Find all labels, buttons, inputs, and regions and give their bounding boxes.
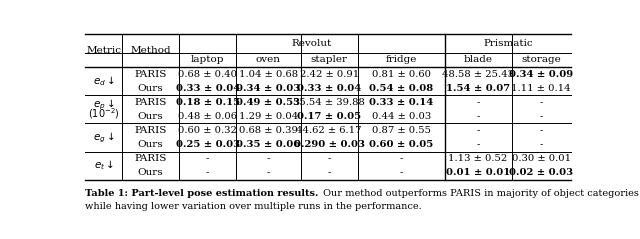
- Text: PARIS: PARIS: [134, 98, 167, 107]
- Text: 0.81 ± 0.60: 0.81 ± 0.60: [372, 70, 431, 79]
- Text: PARIS: PARIS: [134, 126, 167, 135]
- Text: 48.58 ± 25.43: 48.58 ± 25.43: [442, 70, 514, 79]
- Text: 1.13 ± 0.52: 1.13 ± 0.52: [449, 154, 508, 163]
- Text: $e_d\downarrow$: $e_d\downarrow$: [93, 75, 115, 88]
- Text: 0.33 ± 0.14: 0.33 ± 0.14: [369, 98, 433, 107]
- Text: -: -: [206, 168, 209, 177]
- Text: Ours: Ours: [138, 140, 163, 149]
- Text: 0.44 ± 0.03: 0.44 ± 0.03: [372, 112, 431, 121]
- Text: -: -: [399, 154, 403, 163]
- Text: 0.54 ± 0.08: 0.54 ± 0.08: [369, 84, 433, 93]
- Text: 0.68 ± 0.39: 0.68 ± 0.39: [239, 126, 298, 135]
- Text: -: -: [540, 98, 543, 107]
- Text: -: -: [206, 154, 209, 163]
- Text: PARIS: PARIS: [134, 154, 167, 163]
- Text: 0.01 ± 0.01: 0.01 ± 0.01: [446, 168, 510, 177]
- Text: -: -: [540, 126, 543, 135]
- Text: -: -: [267, 154, 270, 163]
- Text: $e_p\downarrow$: $e_p\downarrow$: [93, 98, 115, 112]
- Text: PARIS: PARIS: [134, 70, 167, 79]
- Text: 0.35 ± 0.06: 0.35 ± 0.06: [236, 140, 301, 149]
- Text: Table 1: Part-level pose estimation results.: Table 1: Part-level pose estimation resu…: [85, 189, 318, 198]
- Text: 0.02 ± 0.03: 0.02 ± 0.03: [509, 168, 573, 177]
- Text: while having lower variation over multiple runs in the performance.: while having lower variation over multip…: [85, 202, 422, 211]
- Text: 0.68 ± 0.40: 0.68 ± 0.40: [178, 70, 237, 79]
- Text: Our method outperforms PARIS in majority of object categories: Our method outperforms PARIS in majority…: [320, 189, 639, 198]
- Text: $e_g\downarrow$: $e_g\downarrow$: [93, 130, 115, 145]
- Text: -: -: [540, 112, 543, 121]
- Text: 1.04 ± 0.68: 1.04 ± 0.68: [239, 70, 298, 79]
- Text: -: -: [399, 168, 403, 177]
- Text: -: -: [476, 98, 480, 107]
- Text: Metric: Metric: [86, 46, 121, 55]
- Text: 0.25 ± 0.03: 0.25 ± 0.03: [175, 140, 240, 149]
- Text: Ours: Ours: [138, 168, 163, 177]
- Text: Method: Method: [131, 46, 171, 55]
- Text: -: -: [328, 154, 331, 163]
- Text: 0.17 ± 0.05: 0.17 ± 0.05: [297, 112, 362, 121]
- Text: oven: oven: [256, 55, 281, 65]
- Text: fridge: fridge: [385, 55, 417, 65]
- Text: $e_t\downarrow$: $e_t\downarrow$: [93, 159, 114, 173]
- Text: 0.290 ± 0.03: 0.290 ± 0.03: [294, 140, 365, 149]
- Text: -: -: [476, 112, 480, 121]
- Text: $(10^{-2})$: $(10^{-2})$: [88, 107, 119, 121]
- Text: 44.62 ± 6.17: 44.62 ± 6.17: [296, 126, 362, 135]
- Text: blade: blade: [463, 55, 493, 65]
- Text: -: -: [328, 168, 331, 177]
- Text: stapler: stapler: [311, 55, 348, 65]
- Text: 55.54 ± 39.88: 55.54 ± 39.88: [293, 98, 365, 107]
- Text: laptop: laptop: [191, 55, 225, 65]
- Text: 0.34 ± 0.09: 0.34 ± 0.09: [509, 70, 573, 79]
- Text: 2.42 ± 0.91: 2.42 ± 0.91: [300, 70, 359, 79]
- Text: 0.30 ± 0.01: 0.30 ± 0.01: [512, 154, 571, 163]
- Text: Ours: Ours: [138, 112, 163, 121]
- Text: 1.11 ± 0.14: 1.11 ± 0.14: [511, 84, 571, 93]
- Text: 0.48 ± 0.06: 0.48 ± 0.06: [178, 112, 237, 121]
- Text: 0.33 ± 0.04: 0.33 ± 0.04: [297, 84, 362, 93]
- Text: Ours: Ours: [138, 84, 163, 93]
- Text: Revolut: Revolut: [292, 39, 332, 48]
- Text: 0.87 ± 0.55: 0.87 ± 0.55: [372, 126, 431, 135]
- Text: Prismatic: Prismatic: [483, 39, 532, 48]
- Text: 0.60 ± 0.05: 0.60 ± 0.05: [369, 140, 433, 149]
- Text: -: -: [540, 140, 543, 149]
- Text: storage: storage: [522, 55, 561, 65]
- Text: 0.18 ± 0.15: 0.18 ± 0.15: [175, 98, 240, 107]
- Text: -: -: [267, 168, 270, 177]
- Text: 0.60 ± 0.32: 0.60 ± 0.32: [179, 126, 237, 135]
- Text: 0.34 ± 0.03: 0.34 ± 0.03: [236, 84, 301, 93]
- Text: 1.54 ± 0.07: 1.54 ± 0.07: [446, 84, 510, 93]
- Text: 0.49 ± 0.53: 0.49 ± 0.53: [236, 98, 301, 107]
- Text: 0.33 ± 0.04: 0.33 ± 0.04: [175, 84, 240, 93]
- Text: -: -: [476, 126, 480, 135]
- Text: 1.29 ± 0.04: 1.29 ± 0.04: [239, 112, 298, 121]
- Text: -: -: [476, 140, 480, 149]
